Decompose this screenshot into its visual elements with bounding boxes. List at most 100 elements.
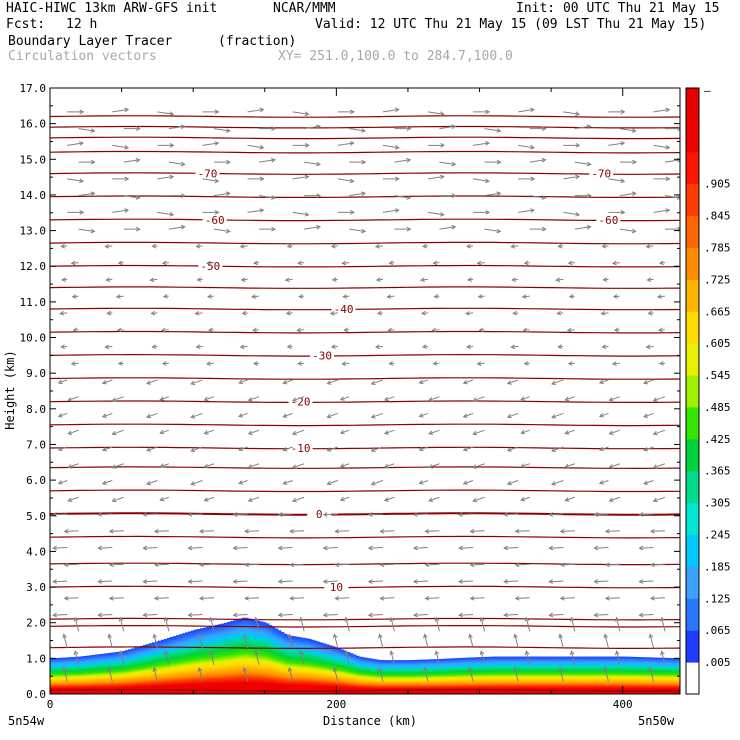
tracer-column [245, 617, 249, 694]
y-tick-label: 11.0 [20, 296, 47, 309]
tracer-column [242, 617, 246, 694]
vector-head [530, 107, 536, 113]
circulation-vector [337, 142, 354, 146]
circulation-vector [323, 513, 338, 516]
circulation-vector [238, 446, 248, 451]
tracer-column [428, 659, 432, 694]
contour-label: -10 [291, 442, 311, 455]
circulation-vector [68, 496, 79, 502]
circulation-vector [157, 176, 174, 180]
contour-label-bg [288, 442, 313, 455]
vector-head [180, 124, 186, 130]
circulation-vector [604, 667, 609, 682]
circulation-vector [335, 530, 350, 532]
circulation-vector [53, 513, 68, 516]
vector-head [135, 126, 141, 132]
tracer-column [305, 638, 309, 694]
vector-head [567, 260, 573, 266]
vector-head [291, 397, 297, 402]
y-tick-label: 6.0 [26, 474, 46, 487]
vector-head [72, 327, 78, 333]
vector-head [643, 446, 649, 452]
vector-head [334, 528, 340, 534]
vector-head [593, 612, 599, 618]
colorbar-label: .005 [704, 656, 731, 669]
circulation-vector [190, 446, 203, 452]
circulation-vector [646, 345, 654, 348]
circulation-vector [375, 345, 383, 348]
tracer-column [131, 648, 135, 694]
vector-head [367, 545, 373, 551]
vector-head [226, 159, 231, 165]
circulation-vector [639, 513, 654, 516]
vector-head [124, 176, 130, 182]
tracer-column [92, 654, 96, 694]
vector-head [512, 310, 518, 316]
tracer-column [602, 656, 606, 694]
circulation-vector [515, 563, 530, 566]
circulation-vector [551, 480, 564, 485]
tracer-column [533, 656, 537, 694]
vector-head [198, 595, 204, 601]
vector-head [652, 497, 658, 503]
vector-head [205, 361, 211, 366]
vector-head [151, 344, 157, 349]
contour-label-bg [310, 349, 335, 362]
circulation-vector [599, 412, 609, 417]
vector-head [645, 344, 651, 350]
circulation-vector [213, 228, 230, 233]
tracer-column [599, 656, 603, 694]
vector-head [330, 344, 336, 350]
colorbar-segment [686, 502, 699, 536]
circulation-vector [188, 546, 203, 549]
colorbar-label: .905 [704, 178, 731, 191]
circulation-vector [71, 362, 79, 365]
vector-head [559, 595, 565, 601]
vector-head [432, 361, 438, 366]
circulation-vector [439, 226, 456, 230]
circulation-vector [285, 278, 293, 281]
tracer-column [431, 659, 435, 694]
vector-head [406, 157, 412, 163]
colorbar-label: .365 [704, 465, 731, 478]
vector-head [282, 446, 288, 452]
vector-head [423, 666, 428, 672]
vector-head [225, 191, 231, 197]
vector-head [253, 260, 258, 266]
circulation-vector [514, 667, 519, 682]
vector-head [61, 277, 67, 282]
vector-head [225, 228, 231, 234]
circulation-vector [160, 396, 170, 401]
vector-head [239, 344, 245, 350]
circulation-vector [469, 667, 474, 682]
temperature-contour [50, 617, 680, 621]
circulation-vector [368, 513, 383, 516]
tracer-column [671, 658, 675, 694]
vector-head [198, 528, 204, 534]
vector-head [277, 512, 283, 517]
tracer-column [626, 656, 630, 694]
vector-head [523, 360, 529, 366]
tracer-column [293, 636, 297, 694]
vector-head [676, 195, 680, 200]
vector-head [620, 178, 626, 184]
vector-head [107, 666, 112, 672]
vector-head [296, 327, 302, 333]
circulation-vector [594, 513, 609, 516]
vector-head [180, 161, 186, 167]
circulation-vector [164, 651, 170, 665]
temperature-contour [50, 400, 680, 403]
circulation-vector [102, 379, 113, 384]
circulation-vector [210, 651, 215, 665]
tracer-column [191, 630, 195, 694]
vector-head [469, 595, 475, 601]
y-tick-label: 13.0 [20, 225, 47, 238]
circulation-vector [213, 192, 230, 197]
temperature-contour [50, 423, 680, 427]
circulation-vector [609, 496, 621, 502]
circulation-vector [143, 513, 158, 516]
vector-head [472, 430, 478, 436]
circulation-vector [68, 463, 79, 468]
vector-head [277, 579, 283, 584]
y-tick-label: 10.0 [20, 332, 47, 345]
